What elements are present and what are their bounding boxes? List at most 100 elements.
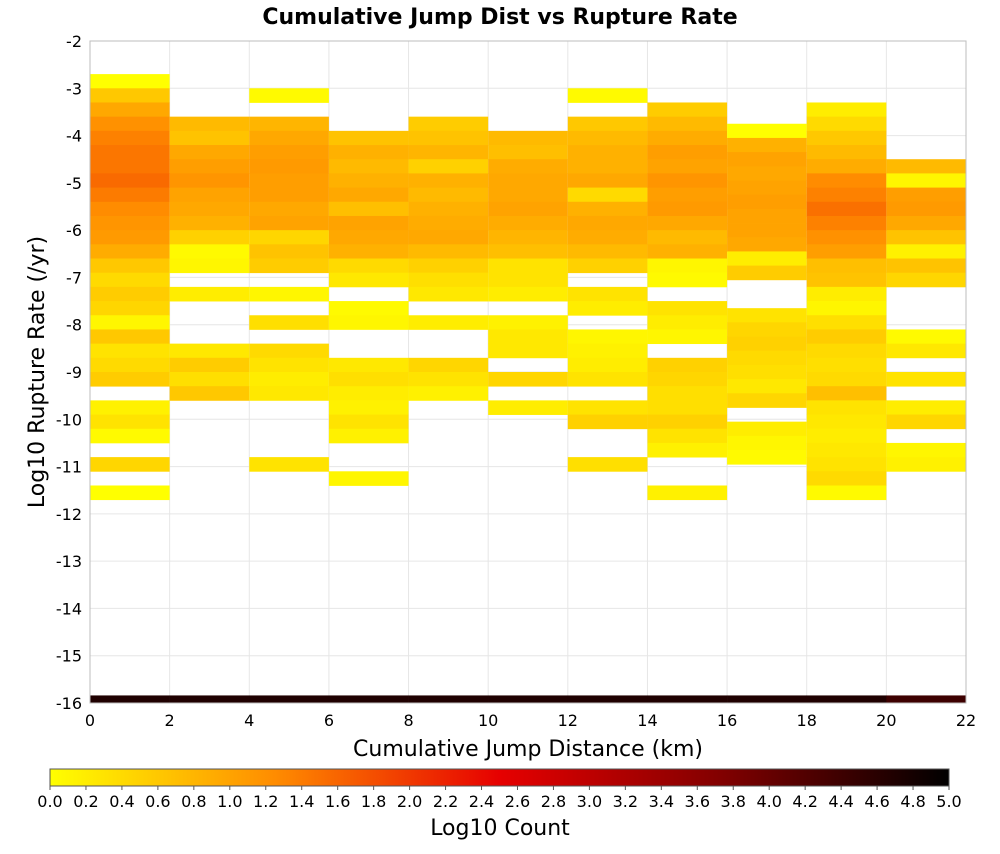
heatmap-cell — [647, 414, 728, 430]
heatmap-cell — [647, 215, 728, 231]
heatmap-cell — [90, 116, 170, 132]
heatmap-cell — [806, 244, 887, 259]
x-tick-labels: 0 2 4 6 8 10 12 14 16 18 20 22 — [85, 711, 976, 730]
colorbar-tick-label: 3.4 — [649, 792, 674, 811]
heatmap-cell — [806, 428, 887, 444]
colorbar-tick-label: 2.4 — [469, 792, 494, 811]
heatmap-cell — [647, 442, 728, 458]
y-tick-label: -15 — [56, 647, 82, 666]
colorbar-tick-label: 0.0 — [37, 792, 62, 811]
heatmap-cell — [249, 343, 329, 359]
heatmap-cell — [567, 187, 648, 203]
heatmap-cell — [408, 244, 489, 259]
heatmap-cell — [249, 159, 329, 174]
heatmap-cell — [647, 272, 728, 288]
heatmap-cells — [90, 74, 967, 703]
heatmap-cell — [567, 286, 648, 302]
heatmap-cell — [408, 272, 489, 288]
heatmap-cell — [727, 308, 807, 323]
heatmap-cell — [90, 187, 170, 203]
heatmap-cell — [90, 74, 170, 89]
heatmap-cell — [806, 386, 887, 401]
heatmap-cell — [90, 372, 170, 387]
heatmap-cell — [567, 173, 648, 188]
heatmap-cell — [806, 372, 887, 387]
colorbar-tick-label: 0.6 — [145, 792, 170, 811]
heatmap-cell — [90, 130, 170, 146]
heatmap-cell — [408, 286, 489, 302]
colorbar-tick-label: 4.0 — [756, 792, 781, 811]
heatmap-cell — [328, 187, 409, 203]
heatmap-cell — [727, 265, 807, 281]
heatmap-cell — [567, 343, 648, 359]
heatmap-cell — [169, 357, 250, 373]
heatmap-cell — [727, 251, 807, 267]
heatmap-cell — [727, 350, 807, 366]
heatmap-cell — [169, 343, 250, 359]
heatmap-cell — [328, 400, 409, 415]
heatmap-cell — [488, 145, 568, 160]
heatmap-cell — [727, 137, 807, 153]
heatmap-cell — [647, 159, 728, 174]
heatmap-cell — [169, 258, 250, 274]
heatmap-cell — [806, 414, 887, 430]
heatmap-cell — [90, 102, 170, 118]
heatmap-cell — [727, 208, 807, 224]
y-tick-labels: -2 -3 -4 -5 -6 -7 -8 -9 -10 -11 -12 -13 -14 -15 -16 — [56, 32, 82, 713]
heatmap-cell — [886, 215, 966, 231]
heatmap-cell — [647, 372, 728, 387]
heatmap-cell-bottom — [90, 695, 170, 703]
heatmap-cell — [90, 286, 170, 302]
heatmap-cell — [727, 450, 807, 465]
heatmap-cell — [408, 215, 489, 231]
heatmap-cell — [806, 187, 887, 203]
x-axis-label: Cumulative Jump Distance (km) — [353, 737, 703, 762]
heatmap-cell — [727, 180, 807, 196]
heatmap-cell — [647, 400, 728, 415]
heatmap-cell — [886, 329, 966, 345]
heatmap-cell — [488, 258, 568, 274]
heatmap-cell — [886, 230, 966, 245]
heatmap-cell — [806, 116, 887, 132]
heatmap-cell — [169, 372, 250, 387]
x-tick-label: 12 — [558, 711, 578, 730]
heatmap-cell — [806, 457, 887, 472]
heatmap-cell — [567, 116, 648, 132]
heatmap-cell — [328, 258, 409, 274]
heatmap-cell — [249, 230, 329, 245]
heatmap-cell — [488, 329, 568, 345]
colorbar-tick-label: 4.4 — [828, 792, 853, 811]
heatmap-cell — [727, 364, 807, 380]
colorbar-tick-label: 3.0 — [577, 792, 602, 811]
heatmap-cell — [806, 357, 887, 373]
heatmap-cell — [169, 145, 250, 160]
heatmap-cell — [249, 244, 329, 259]
heatmap-cell — [90, 201, 170, 217]
y-tick-label: -14 — [56, 599, 82, 618]
heatmap-cell — [169, 116, 250, 132]
heatmap-cell — [886, 414, 966, 430]
heatmap-cell — [90, 88, 170, 103]
heatmap-cell — [90, 159, 170, 174]
heatmap-cell — [90, 272, 170, 288]
heatmap-cell — [567, 88, 648, 103]
heatmap-cell — [647, 258, 728, 274]
heatmap-cell — [90, 145, 170, 160]
heatmap-cell — [408, 230, 489, 245]
heatmap-cell — [90, 258, 170, 274]
heatmap-cell — [90, 400, 170, 415]
heatmap-cell — [727, 123, 807, 139]
heatmap-cell — [806, 329, 887, 345]
heatmap-cell — [328, 414, 409, 430]
heatmap-cell — [567, 145, 648, 160]
heatmap-cell — [488, 372, 568, 387]
heatmap-cell — [90, 329, 170, 345]
heatmap-cell — [90, 485, 170, 501]
y-tick-label: -16 — [56, 694, 82, 713]
heatmap-cell — [408, 130, 489, 146]
heatmap-cell-bottom — [408, 695, 489, 703]
colorbar-tick-label: 0.8 — [181, 792, 206, 811]
heatmap-cell — [806, 442, 887, 458]
heatmap-cell — [806, 215, 887, 231]
